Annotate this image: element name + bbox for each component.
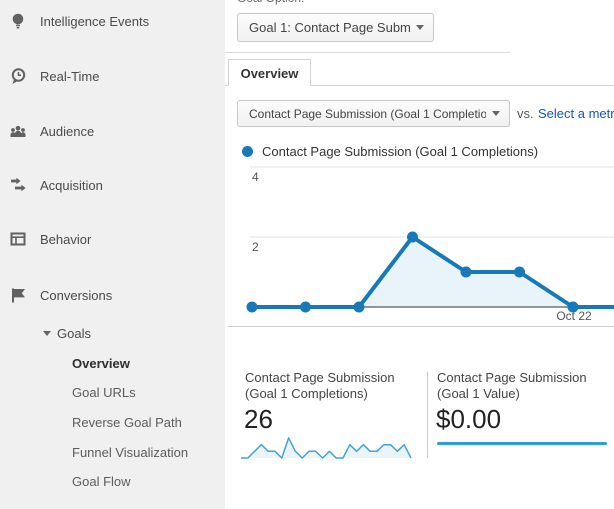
select-metric-link[interactable]: Select a metric	[538, 106, 614, 121]
goal-select-dropdown[interactable]: Goal 1: Contact Page Submission	[237, 13, 434, 42]
sidebar: Intelligence Events Real-Time	[0, 0, 225, 509]
data-point-marker[interactable]	[514, 266, 525, 278]
card-title-line1: Contact Page Submission	[245, 370, 395, 385]
dropdown-caret-icon	[492, 111, 500, 116]
goal-value-flatline-chart	[437, 442, 607, 445]
data-point-marker[interactable]	[567, 301, 579, 313]
card-title-line2: (Goal 1 Completions)	[245, 386, 368, 401]
goal-select-value: Goal 1: Contact Page Submission	[249, 20, 410, 35]
sidebar-item-conversions[interactable]: Conversions	[0, 284, 225, 306]
sidebar-subitem-label: Goal Flow	[72, 473, 131, 489]
dropdown-caret-icon	[416, 25, 424, 30]
sidebar-item-goal-flow[interactable]: Goal Flow	[72, 471, 131, 491]
legend-dot-icon	[242, 146, 253, 157]
card-value-title: Contact Page Submission (Goal 1 Value)	[437, 370, 587, 402]
data-point-marker[interactable]	[407, 231, 418, 243]
sidebar-item-label: Audience	[40, 123, 95, 139]
goals-section-label: Goals	[57, 325, 91, 341]
card-completions-value: 26	[244, 404, 273, 434]
sidebar-item-label: Conversions	[40, 287, 113, 303]
sidebar-item-label: Acquisition	[40, 177, 103, 193]
sidebar-item-label: Real-Time	[40, 68, 100, 84]
goal-option-label: Goal Option:	[237, 0, 304, 5]
main-content: Goal Option: Goal 1: Contact Page Submis…	[225, 0, 614, 509]
acquisition-arrows-icon	[8, 175, 28, 195]
card-title-line1: Contact Page Submission	[437, 370, 587, 385]
sidebar-subitem-label: Goal URLs	[72, 384, 136, 400]
legend-series-label: Contact Page Submission (Goal 1 Completi…	[262, 144, 539, 159]
y-axis-tick-label: 4	[252, 170, 259, 184]
sidebar-subitem-label: Overview	[72, 355, 130, 371]
data-point-marker[interactable]	[460, 266, 472, 278]
sidebar-item-label: Intelligence Events	[40, 13, 150, 29]
data-point-marker[interactable]	[353, 301, 365, 313]
sidebar-item-audience[interactable]: Audience	[0, 120, 225, 142]
sidebar-item-real-time[interactable]: Real-Time	[0, 65, 225, 87]
sidebar-item-acquisition[interactable]: Acquisition	[0, 174, 225, 196]
sidebar-subitem-label: Reverse Goal Path	[72, 414, 182, 430]
section-divider	[225, 52, 510, 53]
sidebar-item-goals[interactable]: Goals	[43, 323, 91, 343]
sidebar-item-goal-urls[interactable]: Goal URLs	[72, 382, 136, 402]
card-completions-title: Contact Page Submission (Goal 1 Completi…	[245, 370, 395, 402]
behavior-window-icon	[8, 229, 28, 249]
sidebar-item-reverse-goal-path[interactable]: Reverse Goal Path	[72, 412, 182, 432]
audience-people-icon	[8, 121, 28, 141]
card-value-amount: $0.00	[436, 404, 502, 434]
realtime-clock-icon	[8, 66, 28, 86]
sidebar-item-intelligence-events[interactable]: Intelligence Events	[0, 10, 225, 32]
goal-completions-line-chart[interactable]: 4 2 Oct 22	[225, 160, 614, 326]
sidebar-item-goals-overview[interactable]: Overview	[72, 353, 130, 373]
card-title-line2: (Goal 1 Value)	[437, 386, 520, 401]
completions-sparkline-chart	[241, 437, 412, 459]
card-divider	[427, 372, 428, 458]
chart-legend: Contact Page Submission (Goal 1 Completi…	[242, 144, 538, 159]
tab-overview-label: Overview	[240, 65, 299, 81]
sidebar-item-label: Behavior	[40, 231, 92, 247]
data-point-marker[interactable]	[246, 301, 258, 313]
chevron-down-icon	[43, 330, 51, 336]
data-point-marker[interactable]	[300, 301, 311, 313]
sidebar-item-funnel-visualization[interactable]: Funnel Visualization	[72, 442, 188, 462]
vs-label: vs.	[517, 106, 534, 121]
sidebar-subitem-label: Funnel Visualization	[72, 444, 189, 460]
y-axis-tick-label: 2	[252, 240, 259, 254]
tab-overview[interactable]: Overview	[228, 59, 311, 86]
tabbar-border	[225, 85, 614, 86]
lightbulb-icon	[8, 11, 28, 31]
metric-select-value: Contact Page Submission (Goal 1 Completi…	[249, 106, 486, 121]
metric-select-dropdown[interactable]: Contact Page Submission (Goal 1 Completi…	[237, 100, 510, 127]
x-axis-tick-label: Oct 22	[556, 309, 592, 323]
conversions-flag-icon	[8, 285, 28, 305]
sidebar-item-behavior[interactable]: Behavior	[0, 228, 225, 250]
chart-bottom-divider	[228, 326, 614, 327]
